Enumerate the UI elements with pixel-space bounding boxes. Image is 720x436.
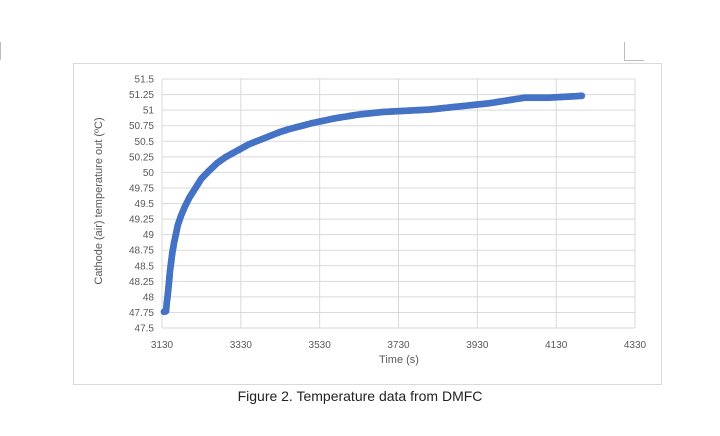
y-tick-label: 47.5 <box>135 324 155 335</box>
y-tick-label: 49 <box>143 230 155 241</box>
y-tick-label: 50.5 <box>135 137 155 148</box>
x-tick-label: 3530 <box>309 340 332 351</box>
series-markers <box>160 92 586 316</box>
grid-lines <box>161 78 636 329</box>
y-tick-labels: 47.5 47.75 48 48.25 48.5 48.75 49 49.25 49.5 49.7… <box>129 75 154 335</box>
x-tick-label: 3130 <box>151 340 174 351</box>
y-tick-label: 49.25 <box>129 215 154 226</box>
y-tick-label: 48.75 <box>129 246 154 257</box>
y-tick-label: 50.25 <box>129 152 154 163</box>
y-tick-label: 50 <box>143 168 155 179</box>
data-point <box>578 92 586 100</box>
y-tick-label: 48.5 <box>135 261 155 272</box>
y-tick-label: 48.25 <box>129 277 154 288</box>
x-tick-label: 3930 <box>466 340 489 351</box>
x-tick-label: 3330 <box>230 340 253 351</box>
chart-frame: 47.5 47.75 48 48.25 48.5 48.75 49 49.25 49.5 49.7… <box>73 63 662 385</box>
y-tick-label: 49.75 <box>129 183 154 194</box>
y-tick-label: 51.5 <box>135 75 155 86</box>
figure-caption: Figure 2. Temperature data from DMFC <box>237 388 483 404</box>
y-tick-label: 51.25 <box>129 90 154 101</box>
x-axis-title: Time (s) <box>379 354 419 366</box>
y-tick-label: 49.5 <box>135 199 155 210</box>
x-tick-label: 3730 <box>387 340 410 351</box>
x-tick-label: 4130 <box>545 340 568 351</box>
chart: 47.5 47.75 48 48.25 48.5 48.75 49 49.25 49.5 49.7… <box>93 75 647 367</box>
page-margin-mark-right <box>624 42 644 61</box>
x-tick-label: 4330 <box>624 340 647 351</box>
y-tick-label: 50.75 <box>129 121 154 132</box>
y-tick-label: 48 <box>143 292 155 303</box>
y-tick-label: 47.75 <box>129 308 154 319</box>
y-axis-title: Cathode (air) temperature out (ºC) <box>93 117 105 284</box>
page-margin-mark-left <box>0 42 1 60</box>
y-tick-label: 51 <box>143 106 155 117</box>
x-tick-labels: 3130 3330 3530 3730 3930 4130 4330 <box>151 340 647 351</box>
